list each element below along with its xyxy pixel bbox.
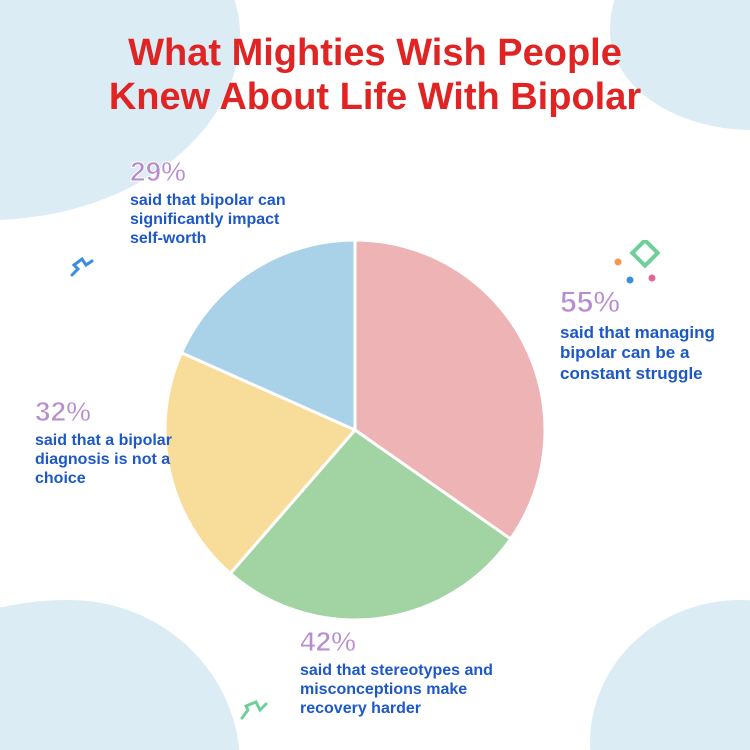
slice-label-choice: 32%said that a bipolar diagnosis is not … — [35, 395, 185, 488]
slice-desc-struggle: said that managing bipolar can be a cons… — [560, 323, 735, 384]
slice-label-stereotypes: 42%said that stereotypes and misconcepti… — [300, 625, 520, 718]
slice-pct-stereotypes: 42% — [300, 625, 520, 659]
slice-desc-selfworth: said that bipolar can significantly impa… — [130, 191, 305, 249]
slice-pct-choice: 32% — [35, 395, 185, 429]
slice-desc-choice: said that a bipolar diagnosis is not a c… — [35, 431, 185, 489]
chart-title: What Mighties Wish PeopleKnew About Life… — [0, 32, 750, 119]
squiggle-decoration-bottom — [240, 700, 270, 724]
slice-pct-struggle: 55% — [560, 285, 735, 321]
slice-label-struggle: 55%said that managing bipolar can be a c… — [560, 285, 735, 384]
slice-pct-selfworth: 29% — [130, 155, 305, 189]
squiggle-decoration-left — [70, 255, 98, 283]
slice-label-selfworth: 29%said that bipolar can significantly i… — [130, 155, 305, 248]
slice-desc-stereotypes: said that stereotypes and misconceptions… — [300, 661, 520, 719]
